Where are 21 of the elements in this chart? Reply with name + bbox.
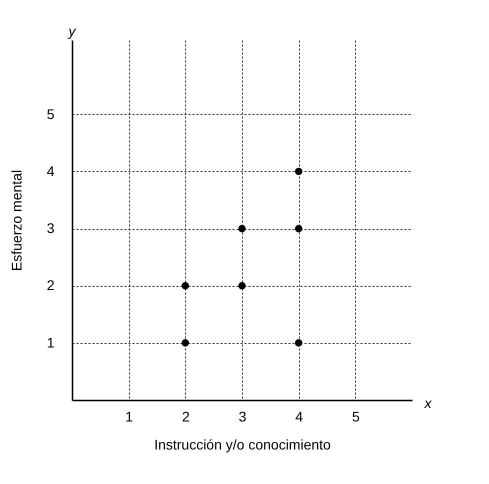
x-tick-label: 4 <box>295 408 304 424</box>
y-axis-title: Esfuerzo mental <box>8 170 25 272</box>
point <box>182 339 190 347</box>
point <box>294 339 302 347</box>
x-tick-label: 3 <box>238 408 247 424</box>
y-tick-label: 2 <box>46 277 55 294</box>
point <box>238 224 246 232</box>
y-tick-label: 1 <box>46 334 55 350</box>
text: x <box>424 395 432 411</box>
text: y <box>68 23 76 39</box>
x-tick-label: 2 <box>182 408 190 424</box>
y-tick-label: 3 <box>46 220 55 236</box>
y-tick-label: 4 <box>46 162 55 179</box>
x-axis-title: Instrucción y/o conocimiento <box>154 436 332 452</box>
x-tick-label: 1 <box>125 408 134 424</box>
point <box>182 282 190 290</box>
point <box>238 282 246 290</box>
point <box>294 224 302 232</box>
y-tick-label: 5 <box>46 106 55 122</box>
point <box>294 168 302 176</box>
x-tick-label: 5 <box>352 408 360 424</box>
